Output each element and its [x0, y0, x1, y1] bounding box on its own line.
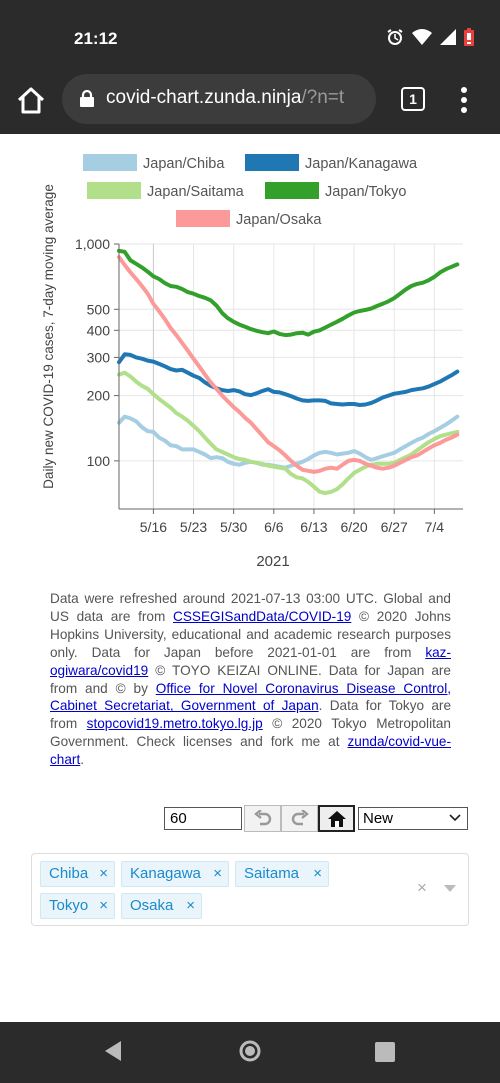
plot-area [119, 244, 463, 509]
y-tick-label: 400 [87, 322, 111, 338]
region-tag: Kanagawa × [121, 861, 229, 887]
mode-select[interactable]: New [358, 807, 468, 830]
status-time: 21:12 [74, 29, 118, 48]
y-tick-label: 1,000 [75, 236, 110, 252]
region-tag-label: Saitama [244, 865, 300, 882]
notes-text-5: © 2020 Tokyo Metropolitan Government. Ch… [50, 716, 451, 750]
recents-icon[interactable] [375, 1042, 395, 1062]
region-tag: Saitama × [235, 861, 329, 887]
data-notes: Data were refreshed around 2021-07-13 03… [50, 590, 451, 769]
kaz-ogiwara-link[interactable]: kaz-ogiwara/covid19 [50, 644, 451, 678]
home-icon[interactable] [14, 84, 48, 118]
legend-label: Japan/Tokyo [325, 184, 406, 200]
mode-selected-value: New [363, 810, 394, 827]
notes-text-2: © 2020 Johns Hopkins University, educati… [50, 608, 451, 660]
browser-toolbar: covid-chart.zunda.ninja/?n=t 1 [0, 68, 500, 134]
home-circle-icon[interactable] [239, 1040, 261, 1062]
legend-swatch [176, 210, 230, 227]
chart-axes: 1,000 500 400 300 200 100 5/16 5/23 5/30 6/6 6/13 6… [41, 184, 463, 570]
wifi-icon [412, 29, 432, 45]
legend-swatch [245, 154, 299, 171]
tab-switcher-button[interactable]: 1 [401, 87, 425, 111]
undo-button[interactable] [244, 805, 281, 832]
stopcovid19-link[interactable]: stopcovid19.metro.tokyo.lg.jp [86, 716, 263, 732]
series-line-japan-saitama [117, 370, 460, 496]
url-path: /?n=t [301, 87, 345, 108]
region-tag: Tokyo × [40, 893, 115, 919]
redo-button[interactable] [281, 805, 318, 832]
legend-swatch [83, 154, 137, 171]
chart-legend: Japan/Chiba Japan/Kanagawa Japan/Saitama Ja… [83, 154, 418, 228]
house-icon [327, 810, 346, 827]
notes-text-6: . [80, 752, 85, 768]
region-tag: Chiba × [40, 861, 115, 887]
legend-swatch [265, 182, 319, 199]
y-tick-label: 500 [87, 301, 111, 317]
legend-swatch [87, 182, 141, 199]
notes-text-1: Data were refreshed around 2021-07-13 03… [50, 591, 451, 624]
clear-all-button[interactable]: × [417, 878, 427, 897]
legend-label: Japan/Chiba [143, 156, 225, 172]
android-nav-bar [0, 1022, 500, 1083]
notes-text-4: . Data for Tokyo are from [50, 698, 451, 732]
address-bar[interactable]: covid-chart.zunda.ninja/?n=t [62, 74, 376, 124]
x-tick-label: 6/6 [264, 519, 284, 535]
y-tick-label: 100 [87, 453, 111, 469]
legend-label: Japan/Saitama [147, 184, 245, 200]
y-tick-label: 200 [87, 388, 111, 404]
x-tick-label: 5/23 [180, 519, 207, 535]
series-line-japan-kanagawa [117, 352, 460, 407]
x-tick-label: 7/4 [425, 519, 445, 535]
caret-down-icon[interactable] [444, 885, 456, 893]
region-tag: Osaka × [121, 893, 202, 919]
remove-tag-button[interactable]: × [213, 865, 222, 882]
y-axis-label: Daily new COVID-19 cases, 7-day moving a… [41, 184, 56, 489]
covid-chart: Japan/Chiba Japan/Kanagawa Japan/Saitama Ja… [41, 154, 463, 570]
url-text: covid-chart.zunda.ninja/?n=t [106, 87, 344, 109]
legend-label: Japan/Kanagawa [305, 156, 418, 172]
x-axis-label: 2021 [256, 553, 289, 570]
chart-series [117, 248, 460, 496]
chart-controls: New [164, 805, 474, 832]
region-multiselect[interactable]: Chiba × Kanagawa × Saitama × Tokyo × Osaka × … [31, 853, 469, 926]
back-icon[interactable] [103, 1040, 123, 1062]
x-tick-label: 6/27 [381, 519, 408, 535]
remove-tag-button[interactable]: × [313, 865, 322, 882]
battery-icon [464, 28, 474, 46]
legend-label: Japan/Osaka [236, 212, 322, 228]
remove-tag-button[interactable]: × [186, 897, 195, 914]
remove-tag-button[interactable]: × [99, 865, 108, 882]
undo-icon [253, 809, 271, 825]
cabinet-secretariat-link[interactable]: Office for Novel Coronavirus Disease Con… [50, 680, 451, 714]
x-tick-label: 6/20 [340, 519, 367, 535]
url-host: covid-chart.zunda.ninja [106, 87, 302, 108]
status-bar: 21:12 [0, 0, 500, 68]
x-tick-label: 5/30 [220, 519, 247, 535]
alarm-icon [387, 29, 403, 45]
series-line-japan-chiba [117, 414, 460, 470]
remove-tag-button[interactable]: × [99, 897, 108, 914]
x-tick-label: 5/16 [140, 519, 167, 535]
y-tick-label: 300 [87, 349, 111, 365]
region-tag-label: Kanagawa [130, 865, 201, 882]
reset-chart-button[interactable] [318, 805, 355, 832]
chevron-down-icon [449, 814, 461, 822]
series-line-japan-tokyo [117, 248, 460, 338]
github-repo-link[interactable]: zunda/covid-vue-chart [50, 734, 451, 768]
x-tick-label: 6/13 [300, 519, 327, 535]
signal-icon [440, 29, 456, 45]
notes-text-3: © TOYO KEIZAI ONLINE. Data for Japan are… [50, 662, 451, 696]
more-vert-icon[interactable] [456, 86, 472, 114]
region-tag-label: Osaka [130, 897, 174, 914]
series-line-japan-osaka [117, 255, 460, 474]
region-tag-label: Tokyo [49, 897, 89, 914]
region-tag-label: Chiba [49, 865, 89, 882]
chart-grid [119, 243, 463, 509]
redo-icon [291, 809, 309, 825]
jhu-data-link[interactable]: CSSEGISandData/COVID-19 [173, 608, 352, 624]
lock-icon [80, 90, 94, 107]
days-input[interactable] [164, 807, 242, 830]
page-content: Japan/Chiba Japan/Kanagawa Japan/Saitama Ja… [0, 134, 500, 1022]
